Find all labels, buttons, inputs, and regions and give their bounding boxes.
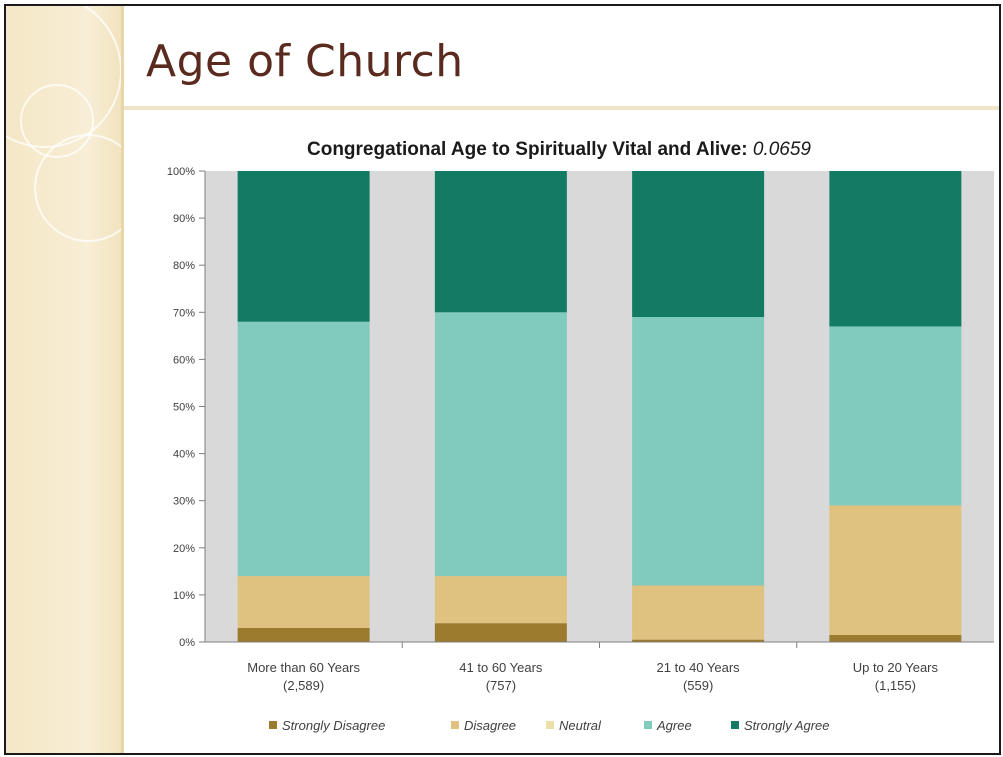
decorative-side-band bbox=[6, 6, 142, 753]
y-tick-label: 50% bbox=[173, 402, 195, 414]
y-tick-label: 20% bbox=[173, 543, 195, 555]
x-tick-label-count: (1,155) bbox=[875, 678, 916, 693]
bar-segment bbox=[632, 171, 765, 318]
bar-segment bbox=[434, 576, 567, 624]
legend-swatch bbox=[269, 721, 277, 729]
x-tick-label-count: (757) bbox=[486, 678, 516, 693]
bar-segment bbox=[434, 171, 567, 313]
x-tick-label: 21 to 40 Years bbox=[657, 660, 741, 675]
bar-segment bbox=[632, 639, 765, 642]
decorative-ring-small bbox=[20, 84, 94, 158]
chart-title: Congregational Age to Spiritually Vital … bbox=[307, 139, 811, 160]
y-tick-label: 0% bbox=[179, 637, 195, 649]
title-divider bbox=[124, 106, 999, 110]
x-tick-label: More than 60 Years bbox=[247, 660, 360, 675]
y-tick-label: 80% bbox=[173, 260, 195, 272]
bar-segment bbox=[632, 585, 765, 640]
y-tick-label: 70% bbox=[173, 307, 195, 319]
y-tick-label: 90% bbox=[173, 213, 195, 225]
x-tick-label-count: (559) bbox=[683, 678, 713, 693]
bar-segment bbox=[434, 312, 567, 577]
chart-title-value: 0.0659 bbox=[753, 139, 812, 160]
stacked-bar-chart: Congregational Age to Spiritually Vital … bbox=[167, 139, 994, 733]
y-tick-label: 100% bbox=[167, 166, 195, 178]
bar-segment bbox=[434, 623, 567, 642]
bar-segment bbox=[829, 171, 962, 327]
x-tick-label-count: (2,589) bbox=[283, 678, 324, 693]
legend-label: Strongly Disagree bbox=[282, 718, 385, 733]
y-tick-label: 60% bbox=[173, 354, 195, 366]
bar-segment bbox=[237, 321, 370, 577]
legend-label: Agree bbox=[656, 718, 692, 733]
legend-swatch bbox=[731, 721, 739, 729]
bar-segment bbox=[632, 317, 765, 586]
x-tick-label: 41 to 60 Years bbox=[459, 660, 543, 675]
slide-title: Age of Church bbox=[146, 36, 464, 87]
legend-swatch bbox=[644, 721, 652, 729]
y-tick-label: 30% bbox=[173, 496, 195, 508]
bar-segment bbox=[237, 627, 370, 642]
slide-frame: Age of Church Congregational Age to Spir… bbox=[4, 4, 1001, 755]
bar-segment bbox=[237, 171, 370, 322]
bar-segment bbox=[829, 634, 962, 642]
bar-segment bbox=[237, 576, 370, 628]
legend-swatch bbox=[451, 721, 459, 729]
x-tick-label: Up to 20 Years bbox=[853, 660, 939, 675]
legend-label: Strongly Agree bbox=[744, 718, 830, 733]
y-tick-label: 10% bbox=[173, 590, 195, 602]
bar-segment bbox=[829, 326, 962, 506]
bar-segment bbox=[829, 505, 962, 635]
legend-swatch bbox=[546, 721, 554, 729]
legend-label: Neutral bbox=[559, 718, 602, 733]
y-tick-label: 40% bbox=[173, 449, 195, 461]
legend-label: Disagree bbox=[464, 718, 516, 733]
